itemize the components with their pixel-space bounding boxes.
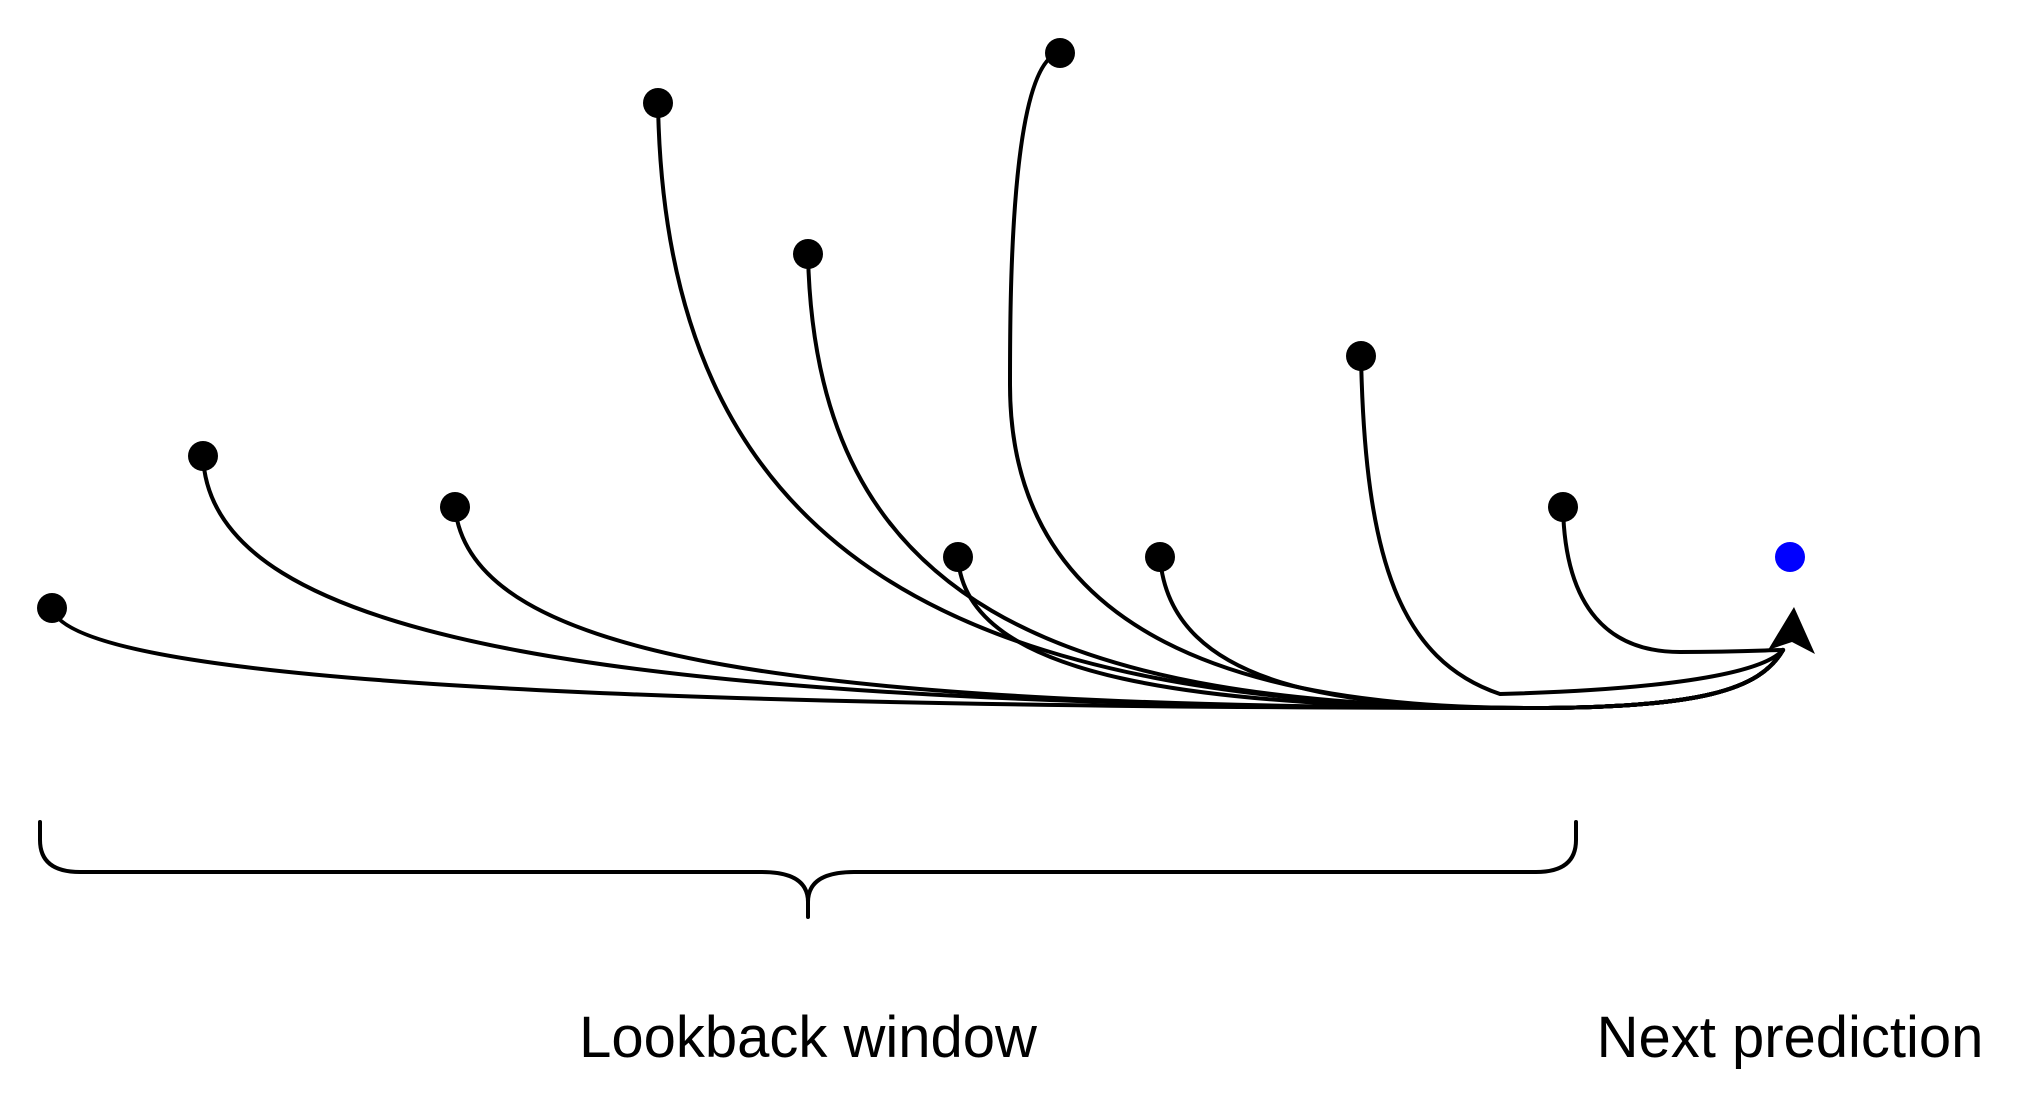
- prediction-point: [1775, 542, 1805, 572]
- history-point: [793, 239, 823, 269]
- history-point: [440, 492, 470, 522]
- curve-7: [1007, 51, 1785, 711]
- lookback-brace: [38, 820, 1578, 919]
- history-point: [1346, 341, 1376, 371]
- history-point: [943, 542, 973, 572]
- history-point: [188, 441, 218, 471]
- lookback-window-label: Lookback window: [579, 1005, 1037, 1070]
- next-prediction-label: Next prediction: [1596, 1005, 1984, 1070]
- history-point: [1045, 38, 1075, 68]
- curve-5: [806, 252, 1785, 711]
- arrow-curves: [50, 51, 1785, 711]
- history-point: [37, 593, 67, 623]
- curve-2: [201, 454, 1785, 711]
- arrowhead-icon: [1768, 607, 1815, 654]
- history-point: [643, 88, 673, 118]
- curve-9: [1359, 354, 1785, 697]
- history-point: [1548, 492, 1578, 522]
- history-points: [37, 38, 1578, 623]
- curve-4: [656, 101, 1785, 711]
- history-point: [1145, 542, 1175, 572]
- curve-8: [1158, 555, 1785, 711]
- curve-10: [1561, 505, 1785, 655]
